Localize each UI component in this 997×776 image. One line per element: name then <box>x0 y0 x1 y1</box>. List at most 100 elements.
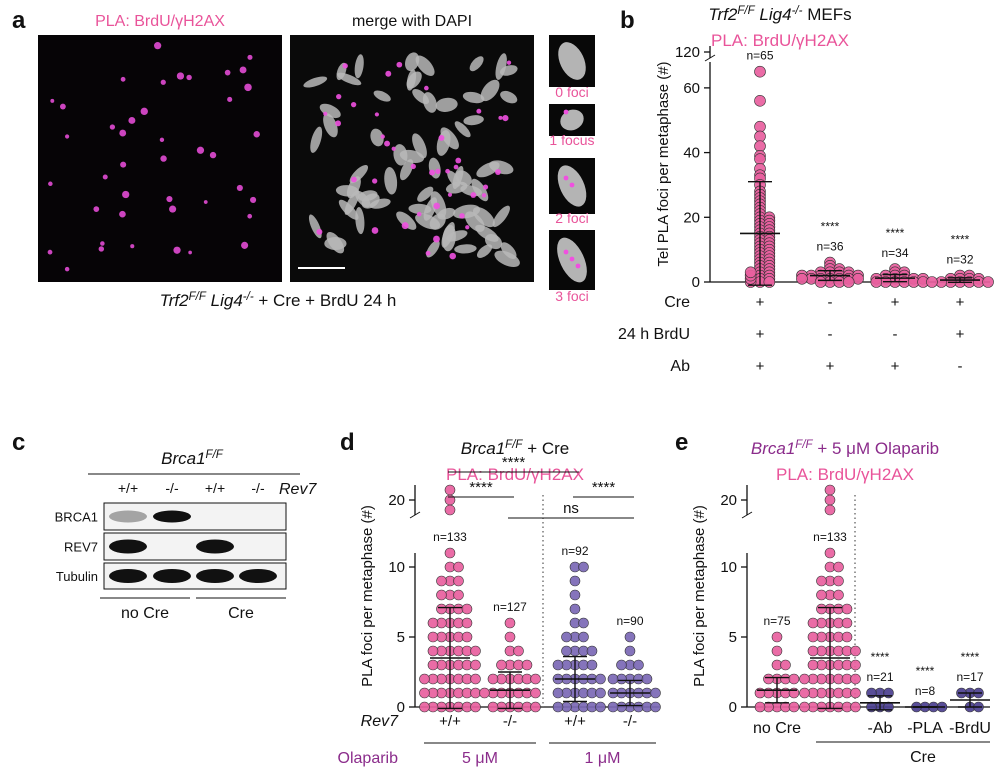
pla-spot <box>438 134 445 141</box>
pla-spot <box>323 111 328 116</box>
y-tick-label: 20 <box>683 209 700 226</box>
text-part: + Cre <box>522 439 569 458</box>
chromosome <box>373 90 391 102</box>
y-tick-label: 60 <box>683 80 700 97</box>
data-point <box>641 673 653 685</box>
genotype-label: Rev7 <box>279 481 317 498</box>
row-label: Olaparib <box>338 750 399 767</box>
row-value: + <box>891 358 900 375</box>
band <box>153 510 191 523</box>
pla-spot <box>316 228 323 235</box>
data-point <box>552 701 564 713</box>
data-point <box>586 659 598 671</box>
band <box>239 569 277 583</box>
y-axis-label: Tel PLA foci per metaphase (#) <box>655 61 672 266</box>
y-tick-label: 40 <box>683 145 700 162</box>
genotype: +/+ <box>118 480 138 496</box>
pla-spot <box>350 101 357 108</box>
data-point <box>771 645 783 657</box>
data-point <box>470 645 481 657</box>
data-point <box>763 673 774 685</box>
image-caption: Trf2F/F Lig4-/- + Cre + BrdU 24 h <box>160 291 397 310</box>
data-point <box>530 687 541 699</box>
data-point <box>814 276 827 288</box>
x-tick-label: -BrdU <box>949 720 991 737</box>
chromosome <box>489 160 514 175</box>
pla-spot <box>336 93 342 100</box>
chart-subtitle: PLA: BrdU/γH2AX <box>711 31 849 50</box>
row-label: Rev7 <box>361 713 399 730</box>
pla-spot <box>119 210 126 218</box>
row-value: + <box>756 294 765 311</box>
data-point <box>595 673 606 685</box>
pla-spot <box>154 42 162 50</box>
data-point <box>816 603 827 615</box>
data-point <box>824 494 836 506</box>
chromosome <box>370 128 384 147</box>
data-point <box>569 603 581 615</box>
data-point <box>816 575 827 587</box>
data-point <box>479 687 490 699</box>
chromosome <box>393 144 408 166</box>
chart-title: Trf2F/F Lig4-/- MEFs <box>708 5 851 24</box>
pla-spot <box>433 202 441 210</box>
pla-spot <box>241 241 249 249</box>
row-value: -/- <box>623 713 637 730</box>
chromosome <box>355 190 371 208</box>
text-part: Lig4 <box>755 5 792 24</box>
data-point <box>754 95 766 107</box>
blot-row-label: REV7 <box>64 540 98 555</box>
data-point <box>530 701 541 713</box>
pla-spot <box>498 115 503 120</box>
chromosome <box>354 54 364 79</box>
data-point <box>850 701 861 713</box>
panel-label: c <box>12 429 25 456</box>
panel-label: d <box>340 429 355 456</box>
text-part: MEFs <box>802 5 851 24</box>
y-tick-label: 0 <box>692 274 700 291</box>
n-label: n=127 <box>493 600 527 614</box>
data-point <box>487 701 499 713</box>
row-value: +/+ <box>439 713 461 730</box>
chromosome <box>441 222 455 248</box>
pla-spot <box>64 266 70 272</box>
chromosome <box>324 237 347 250</box>
data-point <box>461 631 473 643</box>
data-point <box>833 589 844 601</box>
pla-spot <box>563 175 569 181</box>
chart-title: Brca1F/F + Cre <box>461 439 570 458</box>
chromosome <box>396 211 417 230</box>
chart-subtitle: PLA: BrdU/γH2AX <box>776 465 914 484</box>
data-point <box>586 645 598 657</box>
text-part: Lig4 <box>206 291 243 310</box>
inset-label: 2 foci <box>555 210 588 226</box>
row-value: + <box>826 358 835 375</box>
axis-break <box>741 511 753 519</box>
pla-spot <box>247 54 253 60</box>
data-point <box>650 701 661 713</box>
pla-spot <box>465 225 470 230</box>
y-axis-label: PLA foci per metaphase (#) <box>691 505 708 687</box>
data-point <box>419 701 430 713</box>
data-point <box>470 687 481 699</box>
row-value: +/+ <box>564 713 586 730</box>
pla-spot <box>575 263 581 269</box>
row-value: + <box>956 294 965 311</box>
image-title: merge with DAPI <box>352 13 472 30</box>
y-tick-label: 20 <box>720 492 737 509</box>
pla-spot <box>433 235 440 243</box>
row-label: Cre <box>664 294 690 311</box>
comparison-label: ns <box>563 500 579 517</box>
data-point <box>419 673 430 685</box>
data-point <box>799 673 810 685</box>
chromosome <box>472 206 495 228</box>
text-part: F/F <box>505 439 523 451</box>
chromosome <box>422 92 437 113</box>
pla-spot <box>93 206 100 212</box>
pla-spot <box>335 120 342 127</box>
data-point <box>444 484 456 496</box>
chromosome <box>454 244 477 254</box>
data-point <box>870 276 883 288</box>
span-label: 5 μM <box>462 750 498 767</box>
